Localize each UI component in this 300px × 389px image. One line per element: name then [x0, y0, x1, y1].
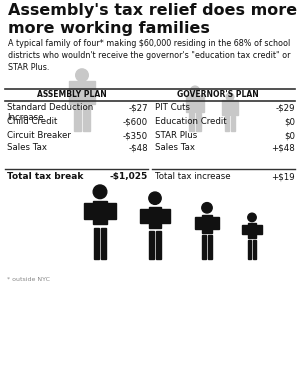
Text: GOVERNOR'S PLAN: GOVERNOR'S PLAN	[177, 90, 259, 99]
Text: -$350: -$350	[123, 131, 148, 140]
Text: Total tax break: Total tax break	[7, 172, 83, 181]
Text: Total tax increase: Total tax increase	[155, 172, 231, 181]
Text: -$1,025: -$1,025	[110, 172, 148, 181]
Circle shape	[226, 93, 234, 101]
Circle shape	[76, 69, 88, 82]
Bar	[225, 116, 229, 131]
Text: +$48: +$48	[271, 143, 295, 152]
Text: PIT Cuts: PIT Cuts	[155, 103, 190, 112]
Text: $0: $0	[284, 117, 295, 126]
Circle shape	[248, 213, 256, 222]
Text: A typical family of four* making $60,000 residing in the 68% of school
districts: A typical family of four* making $60,000…	[8, 39, 290, 72]
Bar	[202, 235, 206, 259]
Bar	[156, 231, 161, 259]
Bar	[186, 95, 204, 112]
Bar	[94, 228, 99, 259]
Text: * outside NYC: * outside NYC	[7, 277, 50, 282]
Bar	[149, 207, 161, 228]
Bar	[74, 106, 81, 131]
Bar	[196, 113, 200, 131]
Text: -$48: -$48	[128, 143, 148, 152]
Bar	[107, 203, 116, 219]
Circle shape	[149, 192, 161, 204]
Text: ASSEMBLY PLAN: ASSEMBLY PLAN	[37, 90, 107, 99]
Bar	[248, 223, 256, 238]
Text: -$27: -$27	[128, 103, 148, 112]
Bar	[190, 113, 194, 131]
Bar	[253, 240, 256, 259]
Bar	[202, 215, 212, 233]
Bar	[101, 228, 106, 259]
Bar	[242, 224, 248, 234]
Text: $0: $0	[284, 131, 295, 140]
Bar	[195, 217, 202, 229]
Text: Assembly's tax relief does more for: Assembly's tax relief does more for	[8, 3, 300, 18]
Text: STAR Plus: STAR Plus	[155, 131, 197, 140]
Circle shape	[190, 86, 200, 95]
Circle shape	[93, 185, 107, 199]
Bar	[83, 106, 90, 131]
Bar	[161, 209, 170, 223]
Bar	[231, 116, 235, 131]
Bar	[69, 81, 94, 104]
Text: Circuit Breaker: Circuit Breaker	[7, 131, 71, 140]
Bar	[140, 209, 149, 223]
Bar	[149, 231, 154, 259]
Text: -$600: -$600	[123, 117, 148, 126]
Bar	[248, 240, 251, 259]
Bar	[256, 224, 262, 234]
Bar	[208, 235, 212, 259]
Text: Education Credit: Education Credit	[155, 117, 226, 126]
Text: Sales Tax: Sales Tax	[7, 143, 47, 152]
Text: Sales Tax: Sales Tax	[155, 143, 195, 152]
Bar	[93, 201, 107, 224]
Bar	[84, 203, 93, 219]
Text: -$29: -$29	[275, 103, 295, 112]
Text: +$19: +$19	[272, 172, 295, 181]
Bar	[212, 217, 219, 229]
Text: more working families: more working families	[8, 21, 210, 36]
Circle shape	[202, 203, 212, 213]
Text: Child Credit: Child Credit	[7, 117, 57, 126]
Bar	[222, 100, 238, 114]
Text: Standard Deduction
Increase: Standard Deduction Increase	[7, 103, 93, 123]
